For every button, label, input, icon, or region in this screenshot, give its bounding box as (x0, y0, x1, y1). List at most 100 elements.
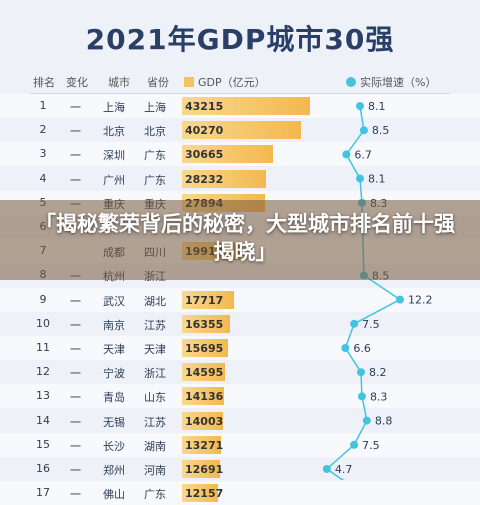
header-province: 省份 (147, 76, 169, 89)
growth-point (350, 440, 359, 449)
province-cell: 广东 (144, 173, 166, 187)
rank-cell: 11 (36, 341, 50, 354)
growth-point (356, 368, 365, 377)
table-row: 3 一 深圳 广东 30665 (0, 142, 480, 167)
gdp-bar: 43215 (182, 97, 310, 115)
change-cell: 一 (70, 391, 81, 405)
gdp-bar: 30665 (182, 145, 273, 164)
growth-value-label: 6.7 (354, 148, 372, 161)
gdp-bar: 40270 (182, 121, 302, 140)
rank-cell: 2 (39, 123, 47, 137)
growth-value-label: 6.6 (353, 342, 371, 355)
rank-cell: 13 (36, 389, 50, 403)
change-cell: 一 (70, 415, 81, 429)
province-cell: 河南 (144, 464, 166, 477)
rank-cell: 9 (39, 292, 47, 306)
table-row: 15 一 长沙 湖南 13271 (0, 432, 480, 457)
gdp-bar: 13271 (182, 435, 223, 454)
gdp-bar: 17717 (182, 290, 235, 309)
table-row: 11 一 天津 天津 15695 (0, 336, 480, 360)
rank-cell: 3 (39, 147, 47, 161)
table-header: 排名 变化 城市 省份 GDP（亿元） 实际增速（%） (0, 70, 480, 92)
province-cell: 北京 (144, 125, 166, 139)
change-cell: 一 (70, 101, 81, 114)
gdp-value-label: 43215 (185, 100, 224, 113)
growth-value-label: 8.1 (368, 100, 386, 113)
table-row: 2 一 北京 北京 40270 (0, 118, 480, 142)
legend-bar-swatch (184, 77, 194, 87)
change-cell: 一 (70, 439, 81, 453)
growth-point (350, 319, 359, 328)
growth-value-label: 7.5 (362, 439, 380, 452)
city-cell: 无锡 (103, 415, 125, 429)
growth-point (362, 416, 371, 425)
city-cell: 南京 (103, 318, 125, 332)
gdp-value-label: 40270 (185, 124, 224, 138)
city-cell: 广州 (103, 173, 125, 187)
legend-gdp: GDP（亿元） (184, 74, 266, 90)
city-cell: 武汉 (103, 294, 125, 308)
table-row: 12 一 宁波 浙江 14595 (0, 360, 480, 384)
table-row: 17 一 佛山 广东 12157 (0, 481, 480, 505)
header-change: 变化 (66, 76, 88, 89)
gdp-value-label: 12157 (185, 487, 224, 501)
growth-point (341, 344, 350, 352)
province-cell: 江苏 (144, 318, 166, 332)
gdp-value-label: 14003 (185, 414, 224, 428)
growth-line-chart: 8.18.56.78.18.38.512.27.56.68.28.38.87.5… (322, 100, 433, 480)
rank-cell: 10 (36, 316, 50, 330)
gdp-bar: 14003 (182, 411, 224, 430)
growth-value-label: 4.7 (335, 463, 353, 476)
city-cell: 郑州 (103, 464, 125, 477)
change-cell: 一 (70, 464, 81, 477)
change-cell: 一 (70, 294, 81, 308)
rank-cell: 12 (36, 365, 50, 379)
header-rank: 排名 (33, 76, 55, 89)
growth-value-label: 8.5 (372, 124, 390, 137)
table-row: 13 一 青岛 山东 14136 (0, 384, 480, 409)
header-city: 城市 (108, 76, 130, 89)
growth-point (359, 126, 368, 135)
city-cell: 长沙 (103, 439, 125, 453)
gdp-value-label: 14136 (185, 390, 224, 404)
growth-point (356, 174, 364, 183)
change-cell: 一 (70, 488, 81, 502)
change-cell: 一 (70, 125, 81, 139)
gdp-bar: 14136 (182, 387, 224, 406)
province-cell: 天津 (144, 343, 166, 356)
province-cell: 广东 (144, 488, 166, 502)
table-row: 10 一 南京 江苏 16355 (0, 312, 480, 336)
table-row: 4 一 广州 广东 28232 (0, 167, 480, 191)
header-divider (30, 93, 450, 94)
change-cell: 一 (70, 318, 81, 332)
gdp-value-label: 28232 (185, 172, 224, 186)
legend-gdp-label: GDP（亿元） (198, 76, 266, 89)
growth-value-label: 8.8 (375, 415, 393, 428)
province-cell: 广东 (144, 149, 166, 163)
growth-value-label: 8.2 (369, 366, 387, 379)
rank-cell: 4 (39, 171, 47, 185)
province-cell: 湖北 (144, 294, 166, 308)
banner-text: 「揭秘繁荣背后的秘密，大型城市排名前十强揭晓」 (35, 212, 455, 264)
growth-value-label: 8.1 (368, 173, 386, 186)
growth-value-label: 7.5 (362, 318, 380, 331)
rank-cell: 14 (36, 413, 50, 427)
table-row: 1 一 上海 上海 43215 (0, 94, 480, 118)
gdp-bar: 12691 (182, 460, 224, 478)
legend-dot-swatch (346, 77, 356, 87)
legend-growth-label: 实际增速（%） (360, 76, 437, 89)
legend-growth: 实际增速（%） (346, 74, 436, 90)
gdp-bar: 14595 (182, 363, 226, 382)
province-cell: 湖南 (144, 439, 166, 453)
change-cell: 一 (70, 149, 81, 163)
table-row: 14 一 无锡 江苏 14003 (0, 409, 480, 433)
gdp-value-label: 14595 (185, 366, 224, 380)
growth-point (396, 295, 404, 304)
chart-title: 2021年GDP城市30强 (85, 23, 395, 56)
gdp-value-label: 17717 (185, 293, 224, 307)
gdp-value-label: 16355 (185, 317, 224, 331)
gdp-value-label: 12691 (185, 463, 224, 476)
city-cell: 深圳 (103, 149, 125, 163)
gdp-value-label: 15695 (185, 342, 224, 355)
growth-point (322, 465, 331, 473)
